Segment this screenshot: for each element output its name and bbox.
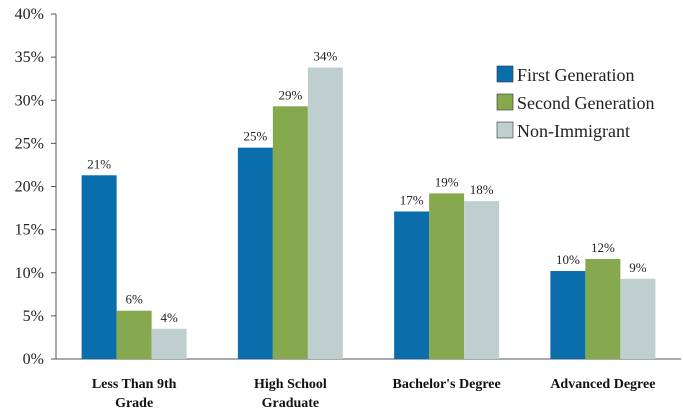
legend-label: Non-Immigrant bbox=[517, 121, 630, 141]
y-tick-label: 25% bbox=[15, 135, 44, 152]
x-category-label: Bachelor's Degree bbox=[393, 377, 501, 392]
data-label: 29% bbox=[278, 87, 302, 102]
data-label: 10% bbox=[556, 252, 580, 267]
y-tick-label: 35% bbox=[15, 49, 44, 66]
y-tick-label: 15% bbox=[15, 222, 44, 239]
bar-non-immigrant bbox=[620, 278, 656, 359]
data-label: 34% bbox=[313, 48, 337, 63]
data-label: 9% bbox=[629, 260, 647, 275]
bar-second-generation bbox=[116, 310, 152, 359]
data-label: 19% bbox=[435, 174, 459, 189]
legend-swatch bbox=[496, 121, 514, 139]
x-category-label: High School Graduate bbox=[254, 377, 327, 411]
legend: First Generation Second Generation Non-Imm… bbox=[496, 65, 654, 141]
bar-non-immigrant bbox=[307, 67, 343, 359]
x-category-label: Less Than 9th Grade bbox=[92, 377, 177, 411]
bars bbox=[81, 67, 656, 359]
y-tick-label: 10% bbox=[15, 265, 44, 282]
bar-first-generation bbox=[550, 271, 586, 359]
bar-non-immigrant bbox=[464, 201, 500, 359]
x-category-label: Advanced Degree bbox=[550, 377, 655, 392]
y-tick-label: 5% bbox=[23, 308, 44, 325]
y-tick-label: 0% bbox=[23, 351, 44, 368]
legend-swatch bbox=[496, 65, 514, 83]
y-tick-label: 20% bbox=[15, 179, 44, 196]
bar-second-generation bbox=[272, 106, 308, 359]
data-labels: 21% 6% 4% 25% 29% 34% 17% 19% 18% 10% 12% 9% bbox=[87, 48, 647, 324]
bar-non-immigrant bbox=[151, 328, 187, 359]
y-tick-label: 30% bbox=[15, 92, 44, 109]
category-labels: Less Than 9th Grade High School Graduate Bac… bbox=[92, 377, 656, 411]
data-label: 17% bbox=[400, 193, 424, 208]
legend-swatch bbox=[496, 93, 514, 111]
y-tick-label: 40% bbox=[15, 6, 44, 23]
data-label: 21% bbox=[87, 156, 111, 171]
data-label: 25% bbox=[243, 129, 267, 144]
legend-label: Second Generation bbox=[517, 93, 654, 113]
data-label: 12% bbox=[591, 240, 615, 255]
bar-second-generation bbox=[429, 193, 465, 359]
bar-first-generation bbox=[394, 211, 430, 359]
bar-first-generation bbox=[237, 147, 273, 359]
data-label: 4% bbox=[160, 310, 178, 325]
bar-first-generation bbox=[81, 175, 117, 359]
bar-second-generation bbox=[585, 258, 621, 359]
legend-label: First Generation bbox=[517, 65, 634, 85]
data-label: 18% bbox=[470, 182, 494, 197]
data-label: 6% bbox=[125, 292, 143, 307]
